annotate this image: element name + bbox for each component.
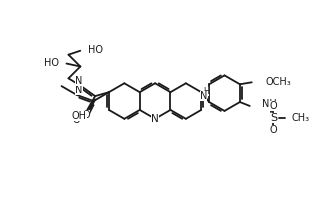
Text: O: O: [82, 110, 90, 120]
Text: HO: HO: [44, 57, 59, 68]
Text: OCH₃: OCH₃: [266, 77, 291, 87]
Text: S: S: [270, 113, 277, 123]
Text: HO: HO: [88, 45, 103, 55]
Text: O: O: [72, 115, 80, 125]
Text: O: O: [270, 101, 277, 111]
Text: NH: NH: [261, 99, 276, 109]
Text: N: N: [75, 76, 82, 86]
Text: N: N: [151, 114, 159, 124]
Text: H: H: [203, 87, 209, 96]
Text: O: O: [270, 125, 277, 135]
Text: N: N: [200, 91, 207, 101]
Text: OH: OH: [72, 111, 87, 121]
Text: CH₃: CH₃: [291, 113, 309, 123]
Text: N: N: [75, 85, 83, 95]
